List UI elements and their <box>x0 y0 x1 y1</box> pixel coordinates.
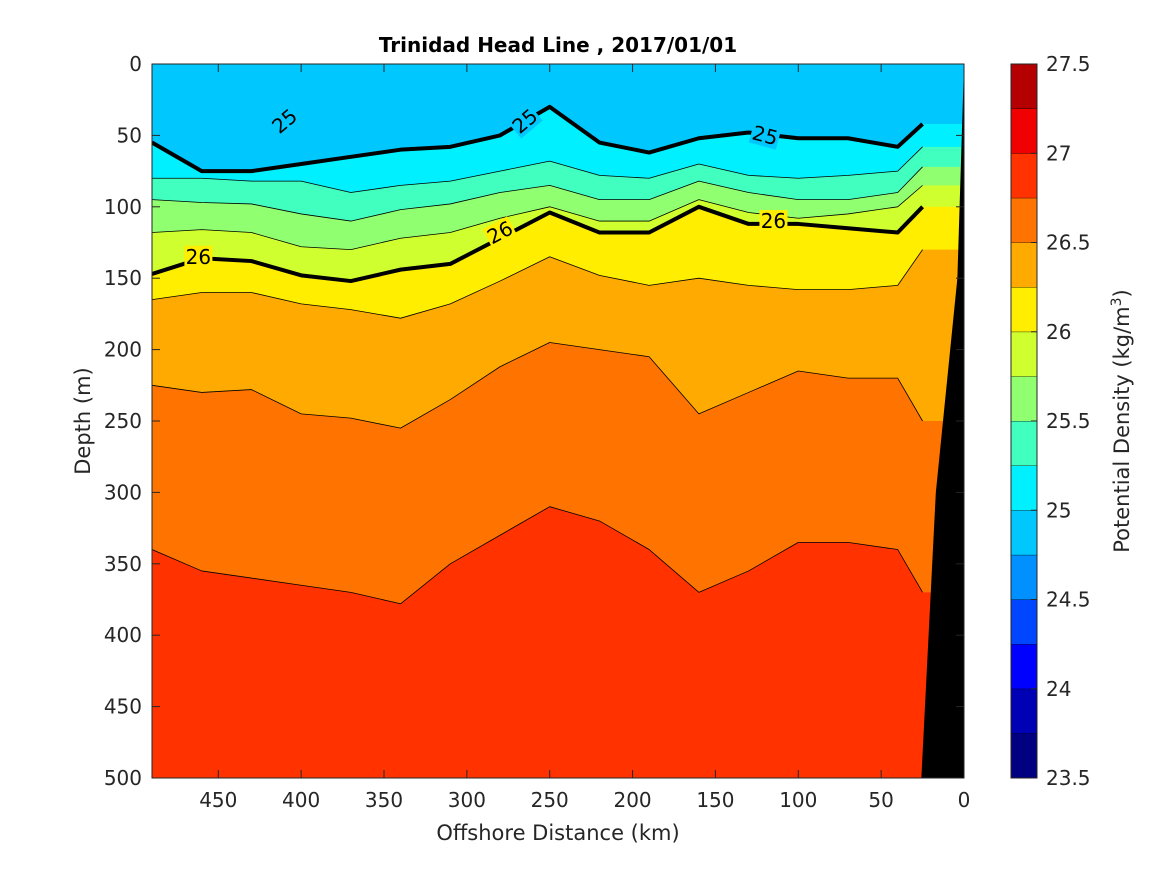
x-axis-label: Offshore Distance (km) <box>436 821 679 845</box>
y-tick-label: 200 <box>104 338 142 362</box>
colorbar-tick-label: 27.5 <box>1046 52 1091 76</box>
colorbar-swatch <box>1011 331 1037 377</box>
colorbar-swatch <box>1011 644 1037 689</box>
colorbar-tick-label: 27 <box>1046 141 1071 165</box>
contour-line-25.75 <box>152 185 923 251</box>
colorbar-swatch <box>1011 688 1037 734</box>
contour-line-26.25 <box>152 249 923 319</box>
colorbar-swatch <box>1011 376 1037 421</box>
contour-line-26.75 <box>152 506 923 605</box>
colorbar-tick-label: 24.5 <box>1046 588 1091 612</box>
colorbar-swatch <box>1011 242 1037 288</box>
y-tick-label: 350 <box>104 552 142 576</box>
y-tick-label: 500 <box>104 766 142 790</box>
contour-label: 26 <box>761 209 786 233</box>
colorbar: 23.5 24 24.5 25 25.5 26 26.5 27 27.5 <box>1010 52 1091 790</box>
density-fill-layer <box>152 64 964 778</box>
x-tick-label: 300 <box>448 788 486 812</box>
land-wedge <box>921 64 964 778</box>
colorbar-swatch <box>1011 554 1037 600</box>
colorbar-swatch <box>1011 510 1037 555</box>
colorbar-tick-label: 26 <box>1046 320 1071 344</box>
contour-line-25.25 <box>152 146 923 193</box>
x-tick-label: 450 <box>199 788 237 812</box>
colorbar-swatch <box>1011 287 1037 332</box>
colorbar-swatch <box>1011 108 1037 154</box>
y-tick-label: 0 <box>129 52 142 76</box>
x-tick-label: 250 <box>531 788 569 812</box>
colorbar-label-end: ) <box>1110 289 1134 297</box>
colorbar-label: Potential Density (kg/m3) <box>1109 289 1134 553</box>
x-tick-label: 100 <box>779 788 817 812</box>
x-axis: 450 400 350 300 250 200 150 100 50 0 <box>199 64 970 812</box>
x-tick-label: 200 <box>613 788 651 812</box>
y-tick-label: 400 <box>104 623 142 647</box>
x-tick-label: 400 <box>282 788 320 812</box>
y-tick-label: 150 <box>104 266 142 290</box>
colorbar-swatch <box>1011 421 1037 466</box>
colorbar-tick-label: 24 <box>1046 677 1071 701</box>
y-tick-label: 450 <box>104 695 142 719</box>
y-tick-label: 300 <box>104 480 142 504</box>
x-tick-label: 150 <box>696 788 734 812</box>
contour-label-bg <box>266 103 303 139</box>
colorbar-tick-label: 25.5 <box>1046 409 1091 433</box>
y-tick-label: 100 <box>104 195 142 219</box>
chart-title: Trinidad Head Line , 2017/01/01 <box>379 33 737 57</box>
colorbar-swatch <box>1011 733 1037 778</box>
colorbar-tick-label: 23.5 <box>1046 766 1091 790</box>
contour-line-25 <box>152 104 924 174</box>
band-below-26.75 <box>152 506 964 778</box>
contour-label-bg <box>748 121 782 150</box>
y-axis-label: Depth (m) <box>71 367 95 474</box>
colorbar-swatch <box>1011 197 1037 243</box>
contour-label: 26 <box>186 245 211 269</box>
y-tick-label: 50 <box>117 123 142 147</box>
colorbar-swatch <box>1011 153 1037 198</box>
contour-label-bg <box>184 245 213 268</box>
colorbar-swatch <box>1011 599 1037 645</box>
contour-line-26 <box>152 204 925 284</box>
y-axis: 0 50 100 150 200 250 300 350 400 450 500 <box>104 52 964 790</box>
contour-label-bg <box>482 216 518 249</box>
colorbar-tick-label: 25 <box>1046 498 1071 522</box>
contour-line-layer <box>152 104 925 605</box>
colorbar-swatch <box>1011 64 1037 109</box>
x-tick-label: 0 <box>958 788 971 812</box>
colorbar-label-sup: 3 <box>1109 297 1125 306</box>
colorbar-swatch <box>1011 465 1037 511</box>
x-tick-label: 50 <box>868 788 893 812</box>
y-tick-label: 250 <box>104 409 142 433</box>
contour-line-26.5 <box>152 342 923 429</box>
colorbar-label-main: Potential Density (kg/m <box>1110 306 1134 552</box>
contour-line-25.5 <box>152 166 923 222</box>
contour-label-bg <box>759 210 788 233</box>
x-tick-label: 350 <box>365 788 403 812</box>
colorbar-tick-label: 26.5 <box>1046 231 1091 255</box>
contour-label-bg <box>507 103 543 139</box>
land-mass <box>921 64 964 778</box>
